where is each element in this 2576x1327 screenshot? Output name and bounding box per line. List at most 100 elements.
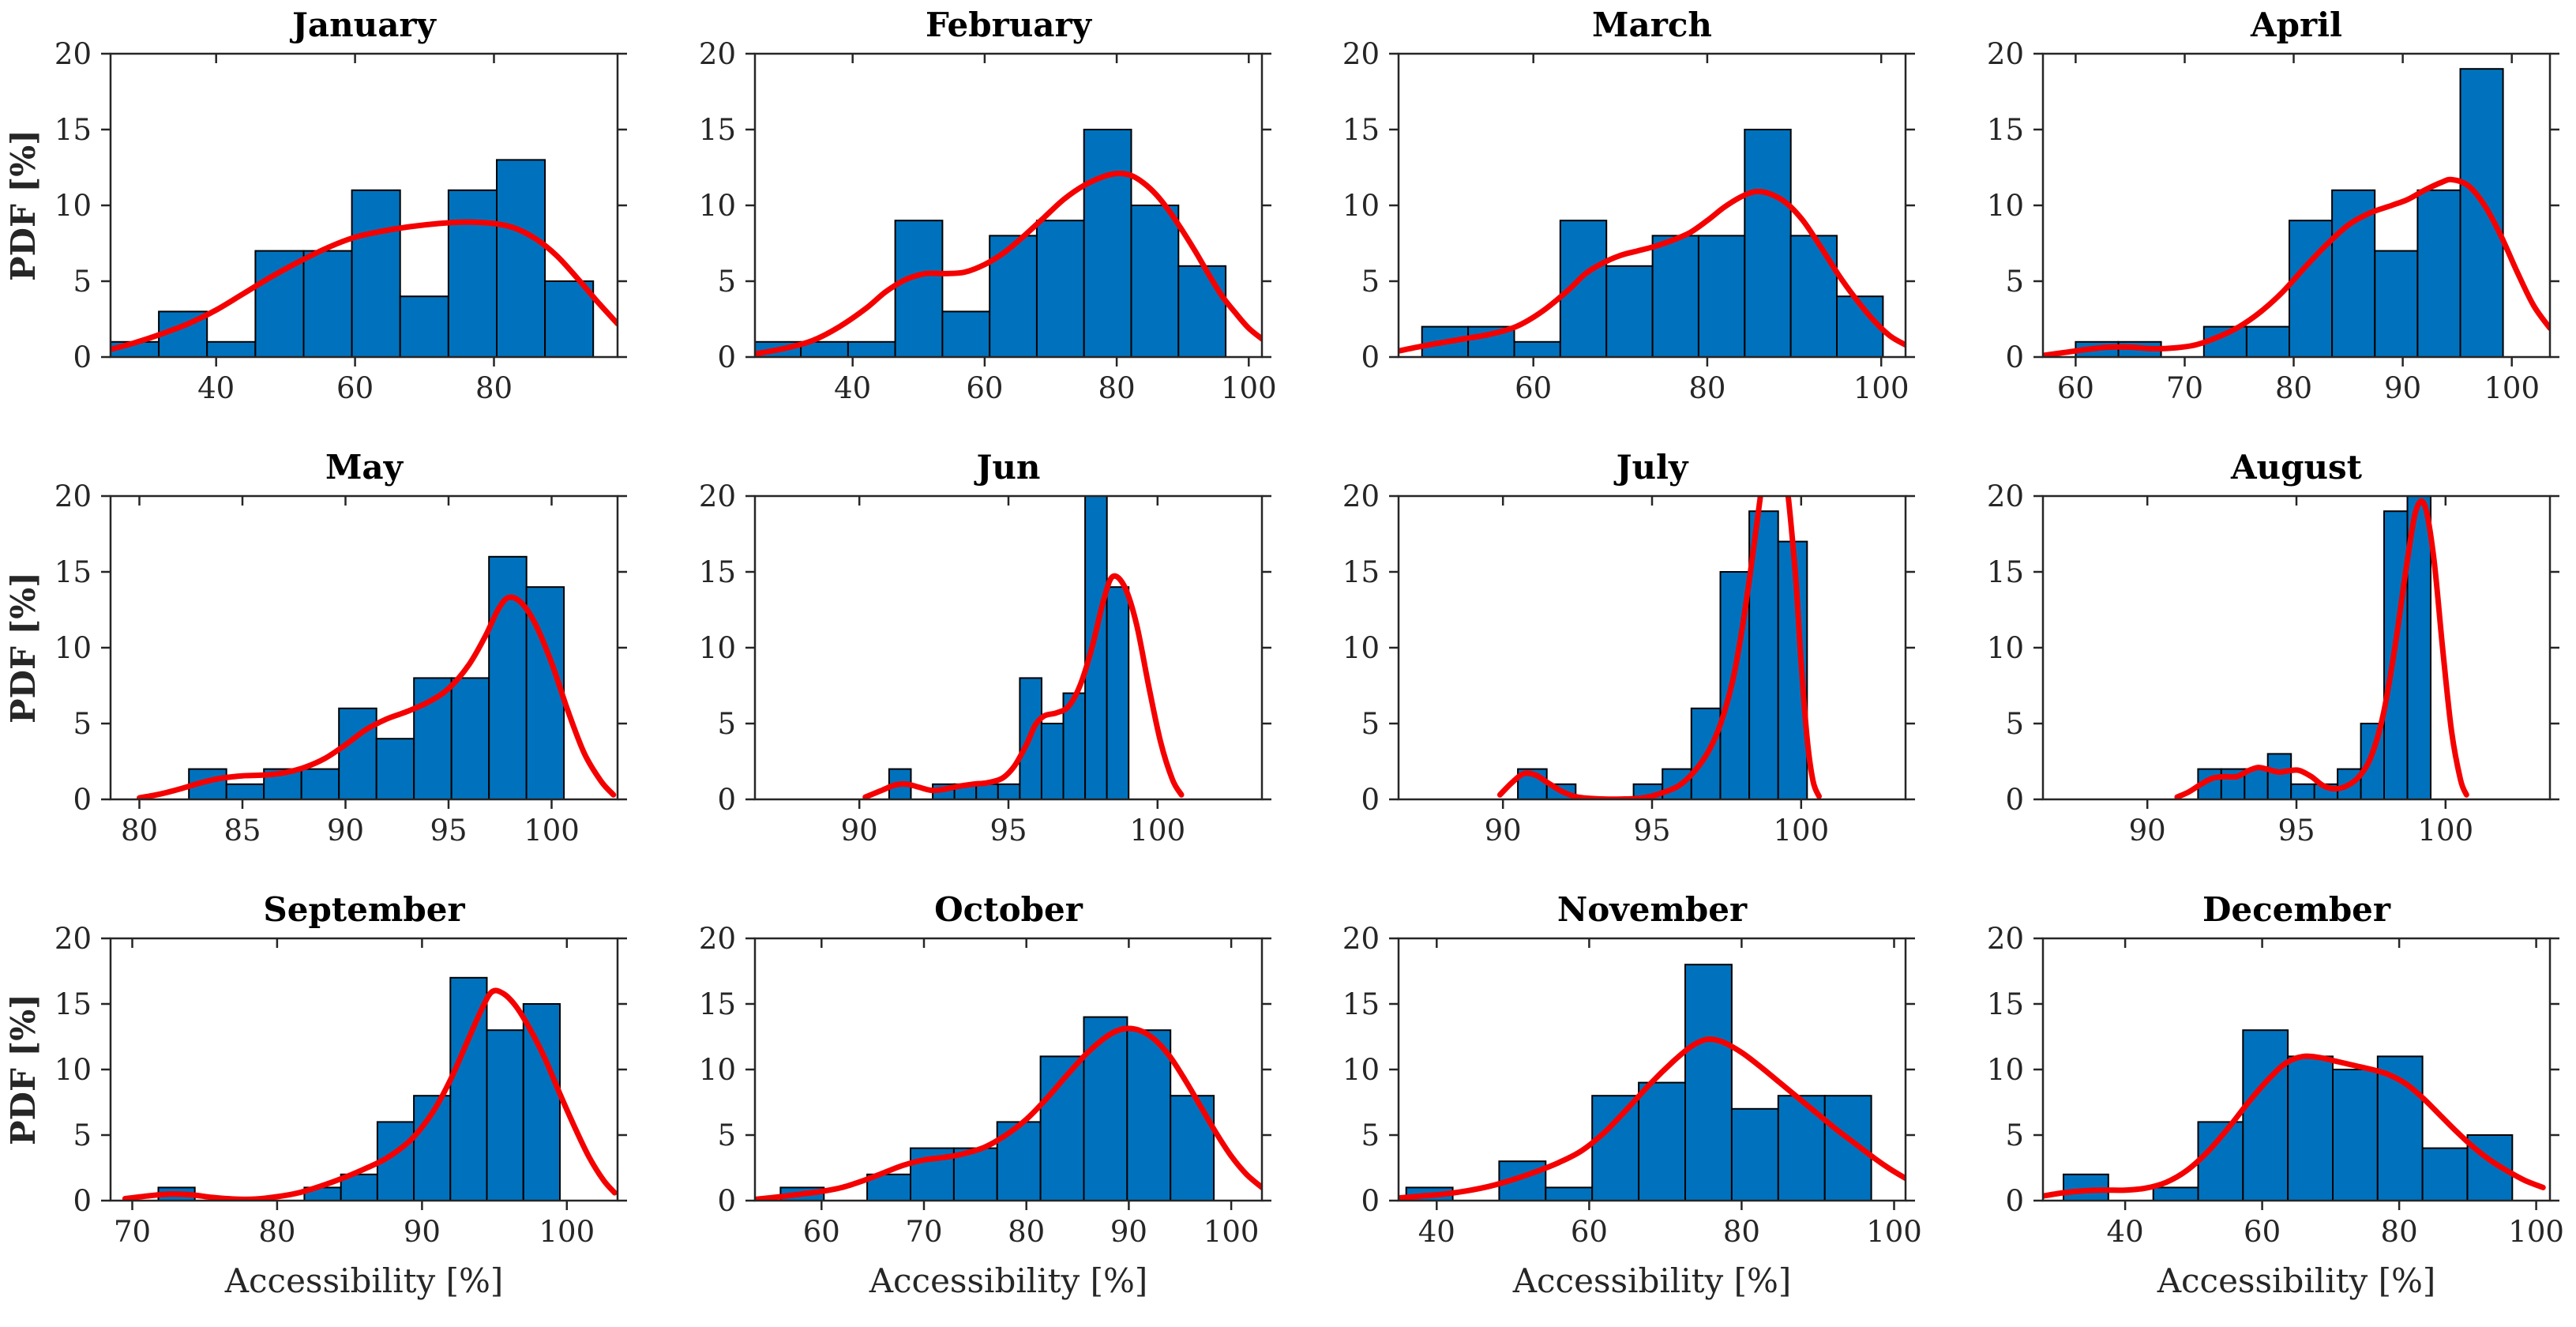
x-tick-label: 80 [1723, 1215, 1760, 1249]
y-tick-label: 15 [698, 555, 735, 589]
x-tick-label: 80 [1688, 371, 1725, 405]
y-tick-label: 5 [717, 1118, 736, 1152]
kde-curve [1399, 1036, 1906, 1201]
bar [399, 295, 449, 357]
histogram-bars [188, 555, 565, 799]
y-tick-label: 5 [1361, 1118, 1380, 1152]
subplot-august: 90 95 100 0 5 10 15 20 August [1932, 442, 2576, 885]
bar [300, 768, 340, 799]
x-tick-label: 95 [989, 814, 1027, 848]
x-tick-label: 40 [2106, 1215, 2143, 1249]
y-tick-label: 0 [717, 1184, 736, 1218]
y-tick-label: 10 [698, 631, 735, 665]
histogram-bars [111, 159, 595, 357]
plot-title: July [1613, 448, 1689, 487]
x-axis-label: Accessibility [%] [2156, 1261, 2435, 1300]
x-tick-label: 100 [2508, 1215, 2564, 1249]
y-tick-label: 10 [1986, 1053, 2023, 1087]
bar [1684, 964, 1733, 1201]
y-tick-label: 5 [73, 265, 92, 299]
x-tick-label: 80 [2274, 371, 2311, 405]
histogram-bars [2062, 1029, 2513, 1201]
y-tick-label: 20 [1342, 479, 1380, 513]
subplot-october: 60 70 80 90 100 0 5 10 15 20 October Accessibility … [644, 885, 1288, 1327]
bar [2421, 1147, 2468, 1201]
x-tick-label: 95 [2277, 814, 2315, 848]
y-tick-label: 10 [54, 631, 92, 665]
bar [1106, 586, 1129, 799]
subplot-jun: 90 95 100 0 5 10 15 20 Jun [644, 442, 1288, 885]
histogram-bars [1405, 964, 1872, 1201]
x-tick-label: 40 [834, 371, 871, 405]
y-tick-label: 15 [698, 113, 735, 147]
kde-curve [2042, 1053, 2546, 1199]
y-tick-label: 15 [1342, 987, 1380, 1021]
bar [2459, 68, 2504, 357]
y-tick-label: 15 [1986, 113, 2023, 147]
x-tick-label: 60 [966, 371, 1003, 405]
y-tick-label: 20 [698, 479, 735, 513]
x-tick-label: 90 [2384, 371, 2421, 405]
bar [486, 1029, 524, 1201]
bar [2289, 783, 2315, 799]
y-tick-label: 5 [73, 707, 92, 741]
x-tick-label: 100 [539, 1215, 595, 1249]
tick-marks [1389, 494, 1915, 809]
bar [2241, 1029, 2289, 1201]
histogram-bars [779, 1016, 1215, 1201]
y-tick-label: 20 [1342, 922, 1380, 956]
x-tick-label: 40 [1418, 1215, 1455, 1249]
x-tick-label: 95 [430, 814, 467, 848]
chart-september: 70 80 90 100 0 5 10 15 20 September PDF [%] Accessi… [4, 890, 627, 1300]
x-tick-label: 100 [1220, 371, 1276, 405]
histogram-bars [157, 976, 561, 1201]
bar [2330, 189, 2375, 357]
x-tick-label: 60 [336, 371, 374, 405]
tick-marks [745, 937, 1271, 1210]
bar [1513, 340, 1561, 357]
plot-title: January [289, 6, 437, 44]
y-tick-label: 20 [1986, 922, 2023, 956]
bar [450, 677, 490, 799]
chart-february: 40 60 80 100 0 5 10 15 20 February [698, 6, 1276, 405]
kde-curve [754, 1025, 1262, 1201]
bar [206, 340, 257, 357]
plot-title: Jun [973, 448, 1040, 487]
y-axis-label: PDF [%] [4, 994, 43, 1145]
bar [1638, 1081, 1687, 1201]
bar [1591, 1095, 1640, 1201]
y-tick-label: 15 [1342, 113, 1380, 147]
subplot-april: 60 70 80 90 100 0 5 10 15 20 April [1932, 0, 2576, 442]
y-tick-label: 15 [54, 113, 92, 147]
chart-january: 40 60 80 0 5 10 15 20 January PDF [%] [4, 6, 627, 405]
y-tick-label: 10 [1342, 631, 1380, 665]
x-tick-label: 80 [121, 814, 158, 848]
tick-marks [2033, 494, 2559, 809]
y-tick-label: 5 [2005, 1118, 2024, 1152]
x-tick-label: 100 [524, 814, 580, 848]
subplot-july: 90 95 100 0 5 10 15 20 July [1288, 442, 1932, 885]
x-tick-label: 100 [1853, 371, 1909, 405]
bar [544, 280, 595, 357]
tick-marks [101, 494, 627, 809]
plot-title: April [2250, 6, 2342, 44]
kde-curve [754, 171, 1262, 357]
bar [1789, 235, 1838, 357]
y-tick-label: 20 [698, 37, 735, 71]
bar [1169, 1095, 1215, 1201]
histogram-bars [1421, 129, 1884, 357]
subplot-september: 70 80 90 100 0 5 10 15 20 September PDF [%] Accessi… [0, 885, 644, 1327]
y-tick-label: 15 [1986, 555, 2023, 589]
x-tick-label: 100 [2417, 814, 2473, 848]
plot-title: November [1557, 890, 1748, 929]
histogram-bars [1517, 510, 1808, 799]
bar [1744, 129, 1792, 357]
chart-july: 90 95 100 0 5 10 15 20 July [1342, 448, 1915, 848]
kde-curve [1496, 496, 1822, 799]
y-tick-label: 0 [717, 340, 736, 374]
chart-jun: 90 95 100 0 5 10 15 20 Jun [698, 448, 1271, 848]
plot-border [753, 494, 1263, 801]
plot-title: May [325, 448, 404, 487]
x-tick-label: 60 [1515, 371, 1552, 405]
